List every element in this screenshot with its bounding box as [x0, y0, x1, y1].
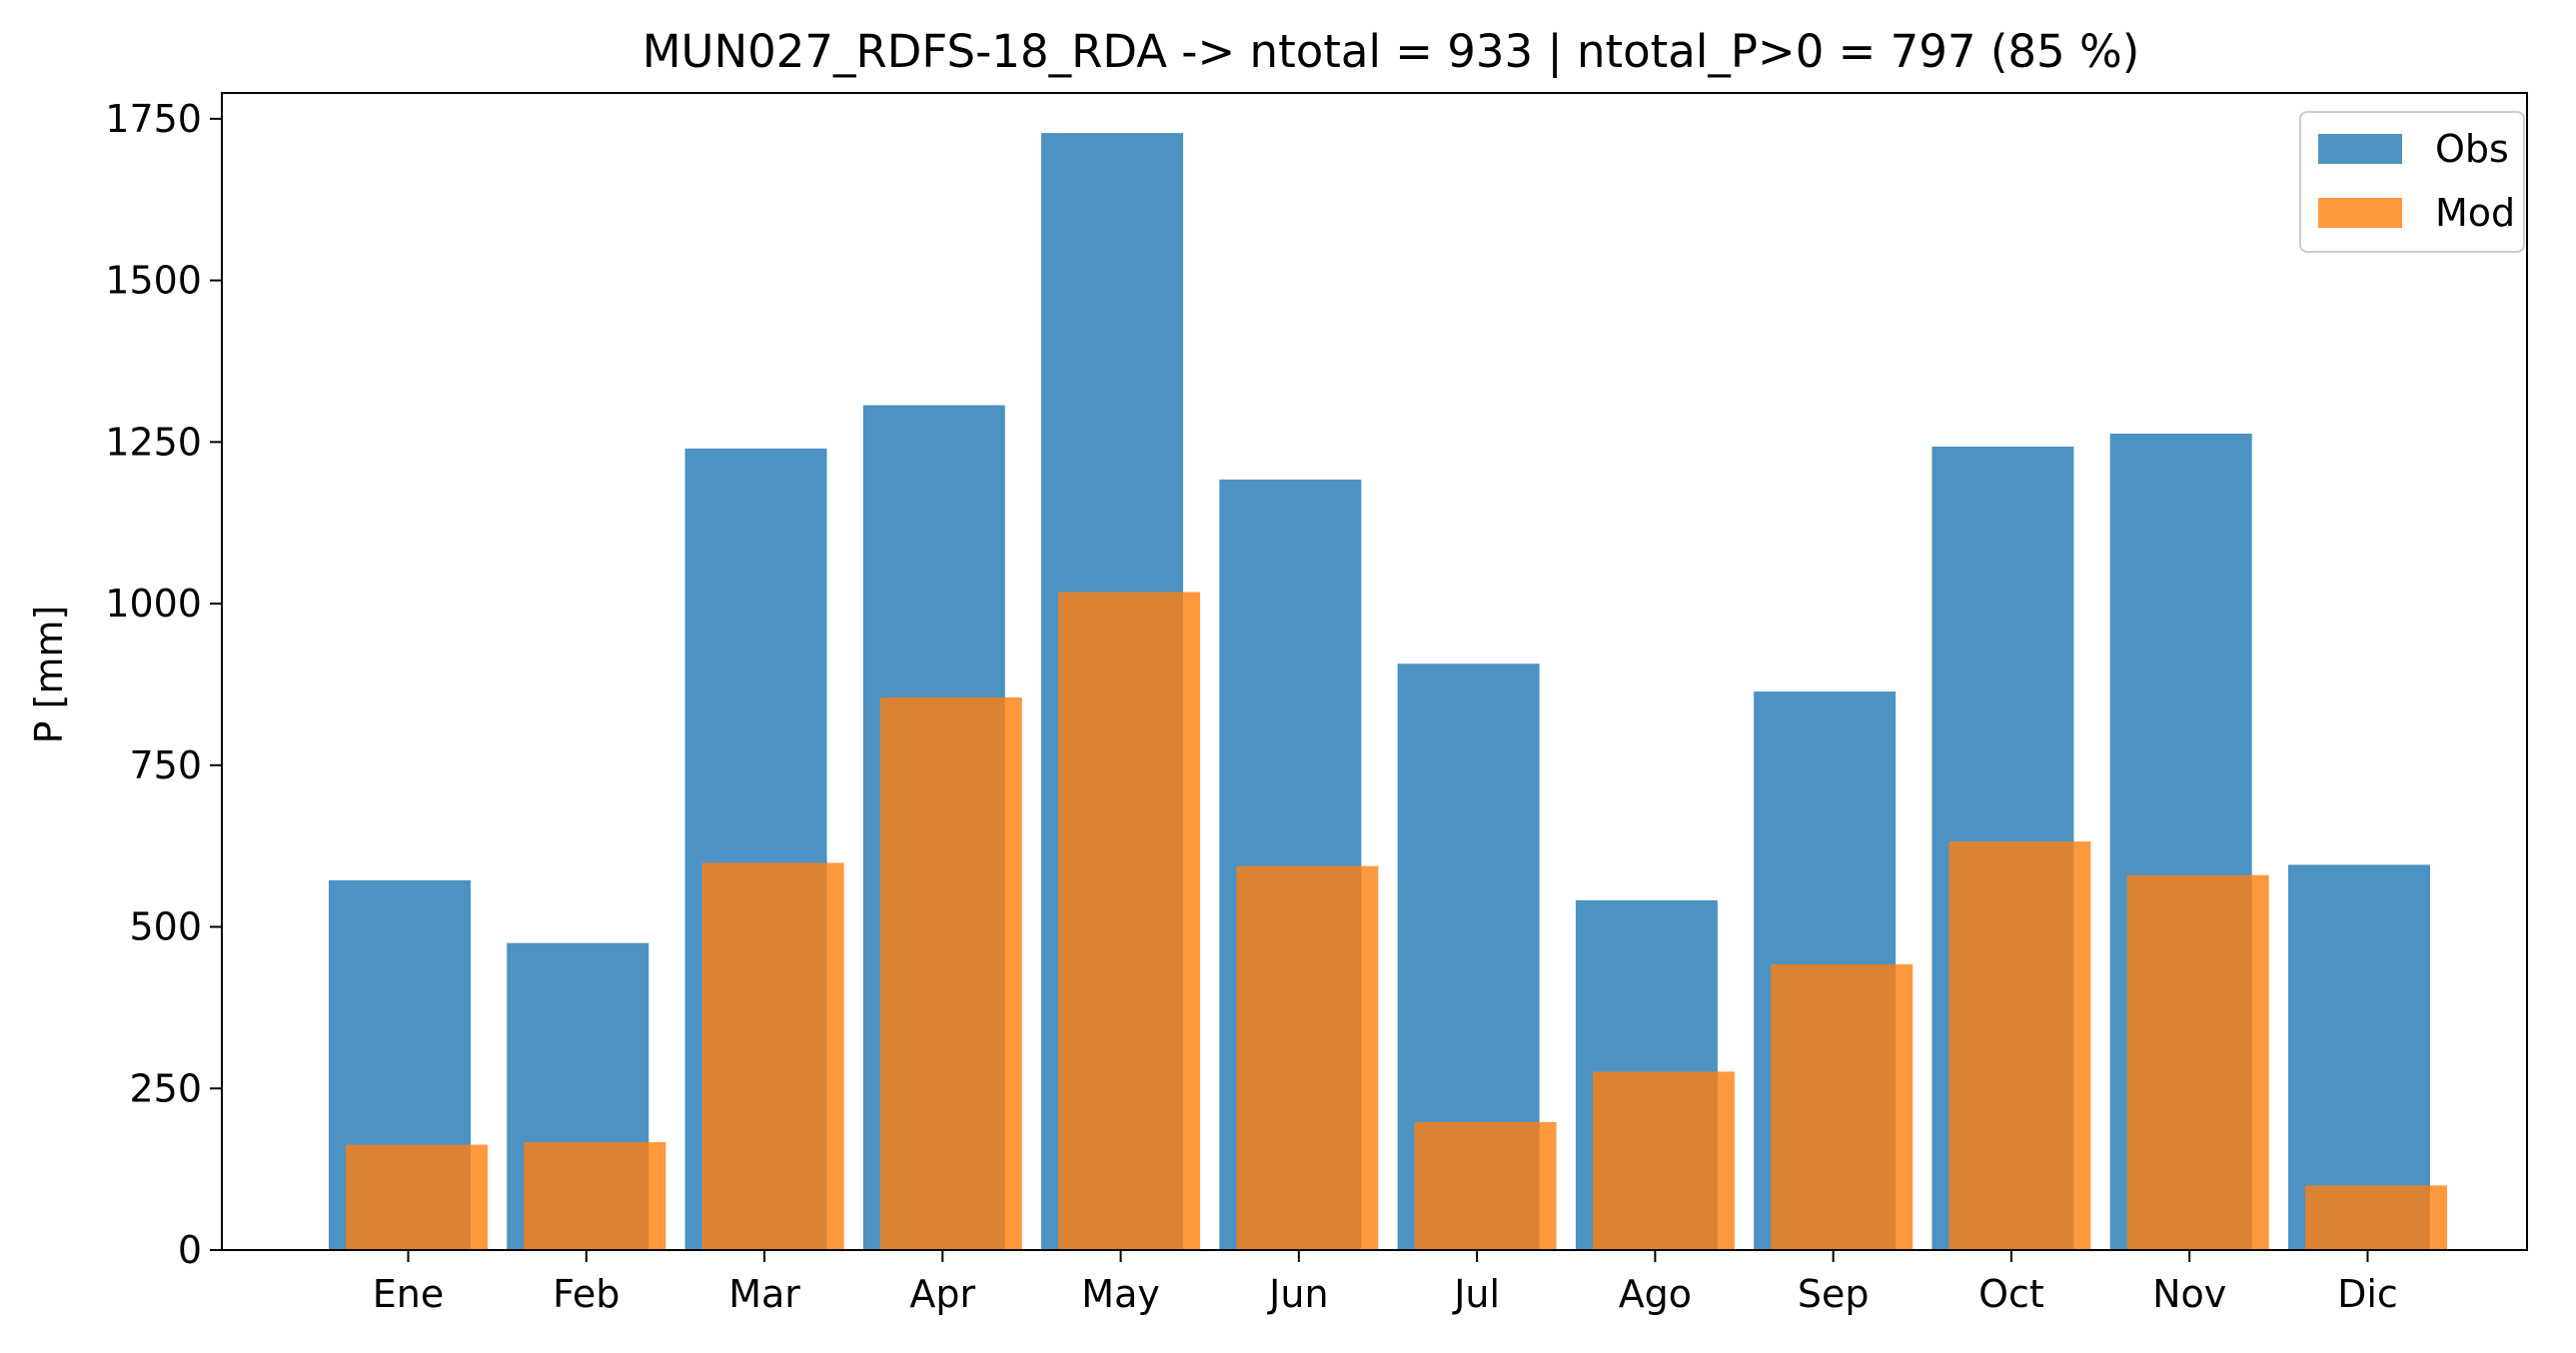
- x-tick-label-jun: Jun: [1267, 1272, 1328, 1316]
- bar-mod-feb: [524, 1141, 666, 1250]
- bar-mod-ene: [346, 1144, 488, 1250]
- bar-mod-oct: [1948, 841, 2091, 1250]
- x-tick-label-ago: Ago: [1619, 1272, 1692, 1316]
- bar-mod-apr: [879, 696, 1022, 1250]
- bar-mod-nov: [2126, 874, 2269, 1250]
- x-tick-label-mar: Mar: [728, 1272, 800, 1316]
- legend-label-mod: Mod: [2435, 191, 2515, 235]
- legend-swatch-mod: [2318, 198, 2402, 228]
- y-tick-label: 250: [129, 1066, 202, 1110]
- y-tick-label: 1000: [105, 582, 202, 626]
- bar-mod-jul: [1414, 1121, 1557, 1250]
- y-axis-label: P [mm]: [27, 606, 71, 744]
- x-tick-label-jul: Jul: [1452, 1272, 1500, 1316]
- bar-mod-sep: [1771, 964, 1914, 1250]
- plot-area: 0 250 500 750 1000 1250 1500 1750 Ene Feb Mar Apr Ma…: [105, 92, 2528, 1316]
- bar-mod-jun: [1236, 865, 1379, 1250]
- bar-mod-may: [1058, 592, 1201, 1250]
- y-tick-label: 1500: [105, 259, 202, 303]
- x-tick-label-oct: Oct: [1978, 1272, 2044, 1316]
- bar-mod-mar: [701, 862, 844, 1250]
- y-tick-label: 0: [178, 1228, 202, 1272]
- axes-frame: [221, 92, 2528, 1251]
- x-tick-label-ene: Ene: [373, 1272, 444, 1316]
- x-tick-label-may: May: [1081, 1272, 1160, 1316]
- y-tick-label: 1250: [105, 420, 202, 464]
- series-mod-bars: [346, 592, 2447, 1250]
- legend-swatch-obs: [2318, 134, 2402, 164]
- legend: Obs Mod: [2299, 111, 2525, 253]
- y-tick-label: 1750: [105, 97, 202, 141]
- y-tick-label: 750: [129, 743, 202, 787]
- x-tick-label-sep: Sep: [1798, 1272, 1870, 1316]
- x-tick-label-nov: Nov: [2152, 1272, 2226, 1316]
- y-tick-label: 500: [129, 905, 202, 949]
- legend-label-obs: Obs: [2435, 127, 2509, 171]
- x-tick-label-feb: Feb: [553, 1272, 620, 1316]
- bar-mod-dic: [2304, 1185, 2447, 1250]
- bar-mod-ago: [1592, 1071, 1735, 1250]
- x-tick-label-apr: Apr: [909, 1272, 975, 1316]
- chart-title: MUN027_RDFS-18_RDA -> ntotal = 933 | nto…: [643, 25, 2140, 78]
- x-tick-label-dic: Dic: [2337, 1272, 2398, 1316]
- series-obs-bars: [329, 133, 2430, 1251]
